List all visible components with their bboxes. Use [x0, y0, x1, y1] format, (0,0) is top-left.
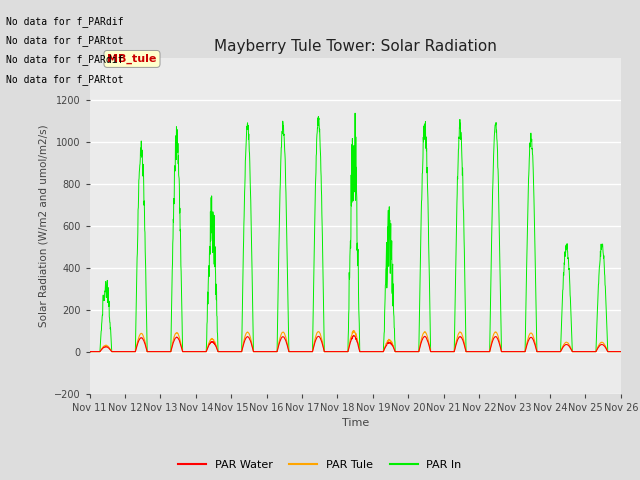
X-axis label: Time: Time — [342, 418, 369, 428]
PAR Water — [371, 348, 378, 354]
PAR Water — [585, 348, 593, 354]
Text: No data for f_PARdif: No data for f_PARdif — [6, 54, 124, 65]
Line: PAR Tule: PAR Tule — [90, 330, 621, 351]
PAR Water — [350, 333, 358, 338]
PAR Tule — [617, 348, 625, 354]
PAR Water — [234, 348, 241, 354]
PAR Water — [509, 348, 517, 354]
Title: Mayberry Tule Tower: Solar Radiation: Mayberry Tule Tower: Solar Radiation — [214, 39, 497, 54]
Line: PAR In: PAR In — [90, 113, 621, 351]
Text: No data for f_PARtot: No data for f_PARtot — [6, 35, 124, 46]
PAR Tule — [509, 348, 517, 354]
PAR In — [585, 348, 593, 354]
PAR In — [570, 348, 578, 354]
Text: No data for f_PARtot: No data for f_PARtot — [6, 73, 124, 84]
PAR In — [234, 348, 241, 354]
PAR In — [617, 348, 625, 354]
Text: No data for f_PARdif: No data for f_PARdif — [6, 16, 124, 27]
PAR Tule — [371, 348, 378, 354]
Text: MB_tule: MB_tule — [108, 54, 157, 64]
PAR In — [509, 348, 517, 354]
Legend: PAR Water, PAR Tule, PAR In: PAR Water, PAR Tule, PAR In — [174, 456, 466, 474]
PAR In — [351, 110, 359, 116]
PAR In — [86, 348, 93, 354]
Line: PAR Water: PAR Water — [90, 336, 621, 351]
PAR In — [371, 348, 378, 354]
PAR Tule — [585, 348, 593, 354]
PAR In — [382, 265, 390, 271]
PAR Tule — [570, 348, 578, 354]
PAR Water — [617, 348, 625, 354]
Y-axis label: Solar Radiation (W/m2 and umol/m2/s): Solar Radiation (W/m2 and umol/m2/s) — [38, 124, 49, 327]
PAR Water — [570, 348, 578, 354]
PAR Tule — [349, 327, 357, 333]
PAR Tule — [382, 341, 390, 347]
PAR Tule — [86, 348, 93, 354]
PAR Water — [86, 348, 93, 354]
PAR Tule — [234, 348, 241, 354]
PAR Water — [382, 343, 390, 348]
